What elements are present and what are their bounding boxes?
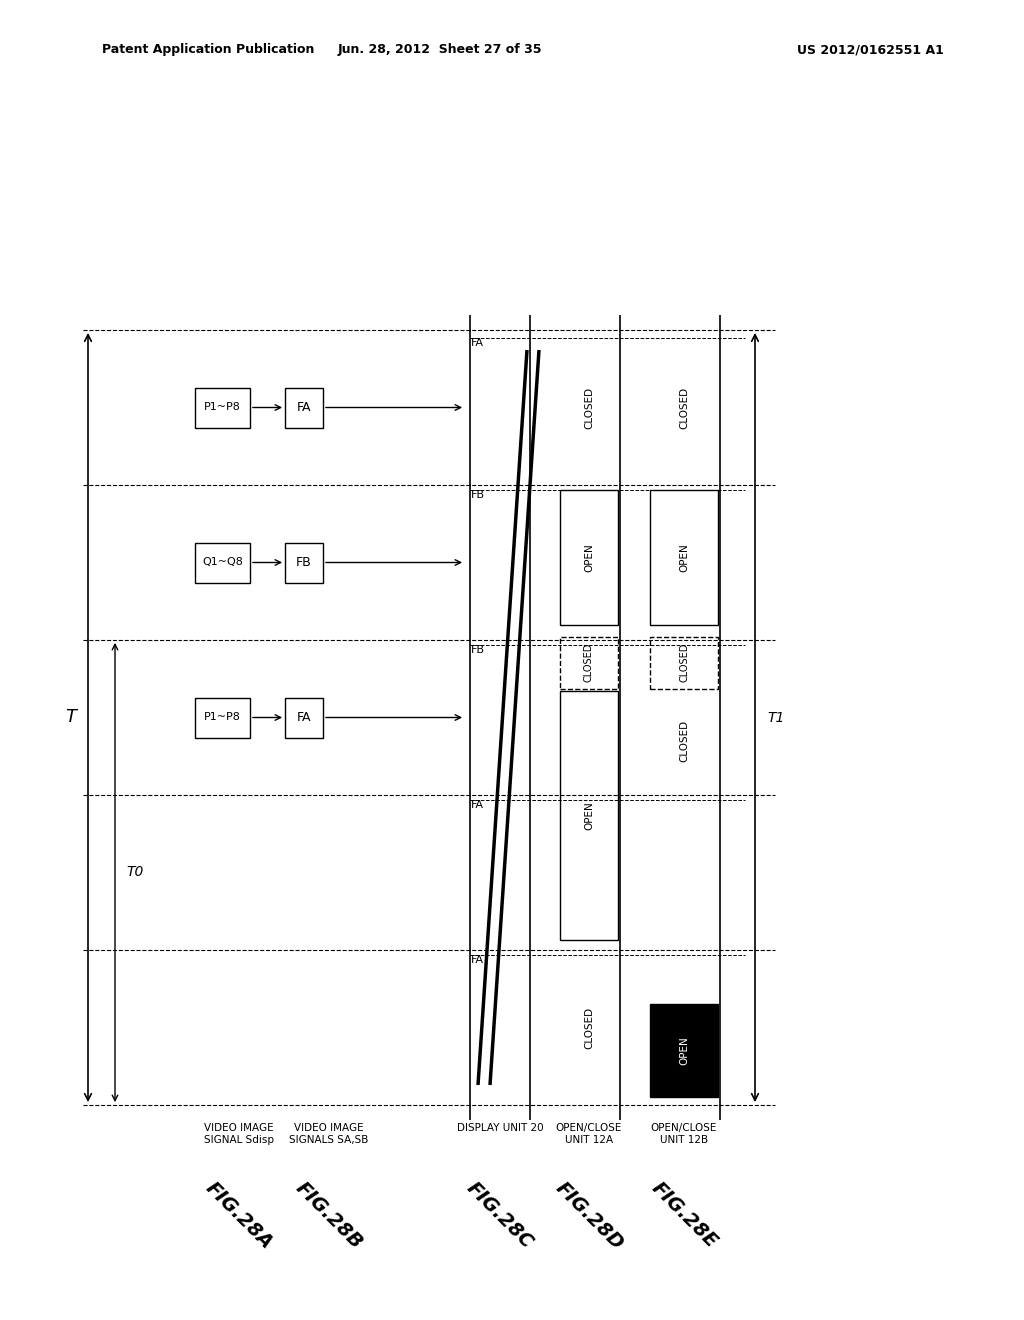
Bar (650, 490, 718, 624)
Text: FIG.28E: FIG.28E (647, 1177, 721, 1251)
Text: OPEN/CLOSE
UNIT 12B: OPEN/CLOSE UNIT 12B (651, 1123, 717, 1144)
Text: T1: T1 (767, 710, 784, 725)
Text: VIDEO IMAGE
SIGNAL Sdisp: VIDEO IMAGE SIGNAL Sdisp (204, 1123, 274, 1144)
Text: T0: T0 (126, 866, 143, 879)
Text: P1~P8: P1~P8 (204, 403, 241, 412)
Bar (285, 697, 323, 738)
Text: FA: FA (297, 401, 311, 414)
Text: US 2012/0162551 A1: US 2012/0162551 A1 (797, 44, 943, 57)
Bar (195, 543, 250, 582)
Text: FA: FA (471, 800, 484, 810)
Text: FA: FA (471, 954, 484, 965)
Text: OPEN: OPEN (679, 543, 689, 572)
Bar (560, 692, 618, 940)
Text: FB: FB (471, 645, 485, 655)
Text: FA: FA (297, 711, 311, 723)
Bar (195, 697, 250, 738)
Text: Q1~Q8: Q1~Q8 (202, 557, 243, 568)
Text: FA: FA (471, 338, 484, 348)
Bar (560, 638, 618, 689)
Text: FIG.28B: FIG.28B (292, 1177, 367, 1253)
Text: OPEN: OPEN (679, 1036, 689, 1065)
Text: FIG.28A: FIG.28A (202, 1177, 276, 1253)
Bar (560, 490, 618, 624)
Text: Jun. 28, 2012  Sheet 27 of 35: Jun. 28, 2012 Sheet 27 of 35 (338, 44, 543, 57)
Text: VIDEO IMAGE
SIGNALS SA,SB: VIDEO IMAGE SIGNALS SA,SB (290, 1123, 369, 1144)
Bar (650, 638, 718, 689)
Bar (285, 543, 323, 582)
Text: OPEN/CLOSE
UNIT 12A: OPEN/CLOSE UNIT 12A (556, 1123, 623, 1144)
Text: CLOSED: CLOSED (679, 387, 689, 429)
Text: FB: FB (296, 556, 312, 569)
Text: Patent Application Publication: Patent Application Publication (102, 44, 314, 57)
Text: CLOSED: CLOSED (679, 643, 689, 682)
Text: T: T (65, 709, 76, 726)
Text: FIG.28C: FIG.28C (463, 1177, 537, 1251)
Text: FIG.28D: FIG.28D (551, 1177, 627, 1253)
Text: CLOSED: CLOSED (584, 1006, 594, 1048)
Text: CLOSED: CLOSED (584, 387, 594, 429)
Bar (195, 388, 250, 428)
Bar (650, 1005, 718, 1097)
Text: DISPLAY UNIT 20: DISPLAY UNIT 20 (457, 1123, 544, 1133)
Text: P1~P8: P1~P8 (204, 713, 241, 722)
Text: CLOSED: CLOSED (679, 719, 689, 762)
Text: CLOSED: CLOSED (584, 643, 594, 682)
Text: OPEN: OPEN (584, 543, 594, 572)
Text: OPEN: OPEN (584, 801, 594, 830)
Bar (285, 388, 323, 428)
Text: FB: FB (471, 490, 485, 500)
